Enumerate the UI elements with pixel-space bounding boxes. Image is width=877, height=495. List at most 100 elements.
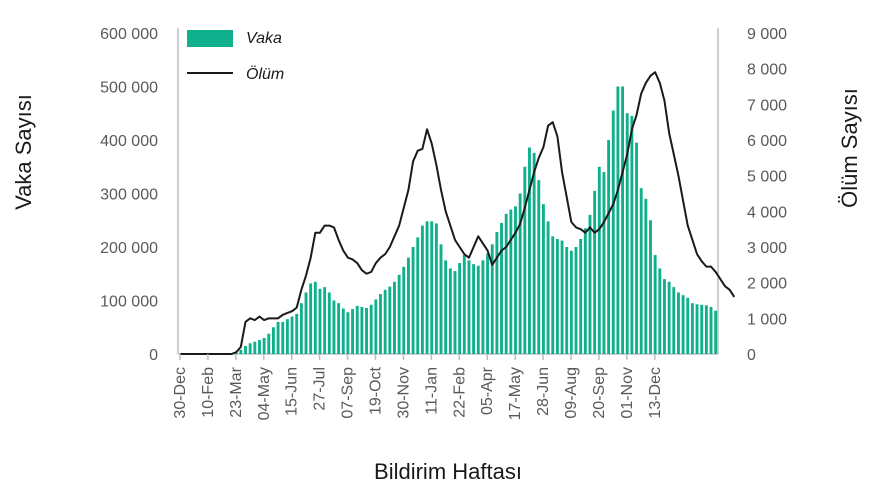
vaka-bar xyxy=(551,236,555,354)
vaka-bar xyxy=(244,345,247,354)
legend-swatch-vaka xyxy=(187,30,233,47)
vaka-bar xyxy=(602,172,606,354)
legend-label-vaka: Vaka xyxy=(246,30,282,47)
x-tick-label: 22-Feb xyxy=(451,367,468,418)
vaka-bar xyxy=(448,268,452,354)
vaka-bar xyxy=(490,244,494,354)
vaka-bar xyxy=(704,305,708,354)
vaka-bar xyxy=(290,316,294,354)
vaka-bar xyxy=(397,274,401,354)
vaka-bar xyxy=(514,206,517,354)
vaka-bar xyxy=(379,294,382,354)
vaka-bar xyxy=(323,287,327,355)
x-tick-label: 04-May xyxy=(256,367,273,420)
vaka-bar xyxy=(258,340,261,354)
vaka-bar xyxy=(285,319,289,354)
legend: Vaka Ölüm xyxy=(187,30,284,83)
vaka-bar xyxy=(686,297,690,354)
right-tick-label: 6 000 xyxy=(747,133,787,150)
vaka-bar xyxy=(495,232,499,354)
vaka-bar xyxy=(393,281,396,354)
left-tick-label: 200 000 xyxy=(100,240,158,257)
vaka-bar xyxy=(658,268,662,354)
vaka-bar xyxy=(597,166,601,354)
vaka-bar xyxy=(430,221,434,354)
x-tick-label: 23-Mar xyxy=(228,366,245,417)
left-tick-label: 0 xyxy=(149,347,158,364)
vaka-bar xyxy=(346,312,350,354)
vaka-bar xyxy=(253,341,257,354)
right-tick-label: 5 000 xyxy=(747,169,787,186)
vaka-bar xyxy=(374,299,378,354)
right-tick-label: 9 000 xyxy=(747,26,787,43)
vaka-bar xyxy=(458,263,462,354)
vaka-bar xyxy=(588,214,592,354)
vaka-bar xyxy=(569,250,573,354)
vaka-bar xyxy=(681,295,685,354)
vaka-bar xyxy=(690,303,694,354)
vaka-bar xyxy=(509,209,513,354)
vaka-bar xyxy=(444,260,448,355)
vaka-bar xyxy=(574,247,578,354)
right-y-ticks: 0 1 000 2 000 3 000 4 000 5 000 6 000 7 000 8 00… xyxy=(747,26,787,364)
x-tick-label: 11-Jan xyxy=(423,367,440,415)
vaka-bar xyxy=(313,281,317,354)
vaka-bar xyxy=(611,110,615,354)
vaka-bar xyxy=(304,292,308,354)
vaka-bar xyxy=(360,306,364,354)
vaka-bar xyxy=(355,305,359,354)
left-tick-label: 400 000 xyxy=(100,133,158,150)
left-tick-label: 600 000 xyxy=(100,26,158,43)
right-tick-label: 0 xyxy=(747,347,756,364)
vaka-bar xyxy=(714,310,718,354)
right-tick-label: 8 000 xyxy=(747,62,787,79)
vaka-bar xyxy=(546,221,550,354)
vaka-bar xyxy=(425,221,429,354)
vaka-bar xyxy=(327,292,331,354)
vaka-bar xyxy=(565,247,569,354)
vaka-bar xyxy=(504,213,508,354)
vaka-bar xyxy=(616,86,620,354)
vaka-bar xyxy=(579,238,583,354)
vaka-bar xyxy=(318,288,322,354)
vaka-bar xyxy=(644,198,648,354)
left-axis-title: Vaka Sayısı xyxy=(11,94,36,210)
vaka-bar xyxy=(453,271,457,354)
vaka-bar xyxy=(607,140,611,354)
vaka-bar xyxy=(383,289,387,354)
vaka-bar xyxy=(532,152,536,354)
left-y-ticks: 0 100 000 200 000 300 000 400 000 500 000 600 … xyxy=(100,26,158,364)
vaka-bar xyxy=(299,303,303,354)
x-tick-label: 10-Feb xyxy=(200,367,217,418)
vaka-bar xyxy=(523,166,527,354)
vaka-bar xyxy=(388,286,392,354)
x-tick-label: 09-Aug xyxy=(563,367,580,419)
vaka-bar xyxy=(486,253,490,354)
vaka-bar xyxy=(528,147,531,354)
vaka-bar xyxy=(365,307,368,354)
vaka-bar xyxy=(518,193,522,354)
vaka-bar xyxy=(411,247,415,354)
vaka-bar xyxy=(271,327,275,354)
vaka-bar xyxy=(439,244,443,354)
right-axis-title: Ölüm Sayısı xyxy=(837,88,862,208)
x-tick-label: 20-Sep xyxy=(591,367,608,419)
vaka-bar xyxy=(402,266,406,354)
x-tick-label: 17-May xyxy=(507,367,524,420)
vaka-bar xyxy=(537,180,541,355)
vaka-bar xyxy=(267,333,271,354)
right-tick-label: 1 000 xyxy=(747,311,787,328)
vaka-bar xyxy=(462,255,466,354)
vaka-bar xyxy=(500,222,503,354)
vaka-bar xyxy=(593,190,597,354)
x-tick-label: 07-Sep xyxy=(340,367,357,419)
right-tick-label: 7 000 xyxy=(747,97,787,114)
x-tick-label: 30-Dec xyxy=(172,367,189,419)
vaka-bar xyxy=(695,304,699,354)
olum-line-layer xyxy=(180,71,736,355)
left-tick-label: 100 000 xyxy=(100,294,158,311)
x-tick-label: 27-Jul xyxy=(312,367,329,411)
vaka-bar xyxy=(472,264,476,354)
vaka-bar xyxy=(583,228,587,354)
